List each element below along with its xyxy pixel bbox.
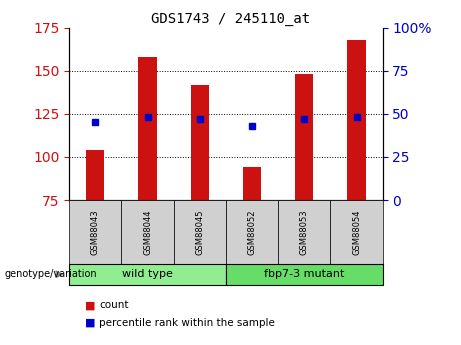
Bar: [295, 74, 313, 200]
Text: GSM88043: GSM88043: [91, 209, 100, 255]
Text: ■: ■: [85, 318, 96, 327]
Text: ■: ■: [85, 300, 96, 310]
Text: GSM88052: GSM88052: [248, 209, 256, 255]
Text: count: count: [99, 300, 129, 310]
Bar: [348, 40, 366, 200]
Text: fbp7-3 mutant: fbp7-3 mutant: [264, 269, 344, 279]
Bar: [243, 167, 261, 200]
Text: genotype/variation: genotype/variation: [5, 269, 97, 279]
Text: GSM88054: GSM88054: [352, 209, 361, 255]
Text: GSM88045: GSM88045: [195, 209, 204, 255]
Text: GDS1743 / 245110_at: GDS1743 / 245110_at: [151, 12, 310, 26]
Text: GSM88044: GSM88044: [143, 209, 152, 255]
Text: percentile rank within the sample: percentile rank within the sample: [99, 318, 275, 327]
Text: wild type: wild type: [122, 269, 173, 279]
Text: GSM88053: GSM88053: [300, 209, 309, 255]
Bar: [138, 57, 157, 200]
Bar: [190, 85, 209, 200]
Bar: [86, 150, 104, 200]
